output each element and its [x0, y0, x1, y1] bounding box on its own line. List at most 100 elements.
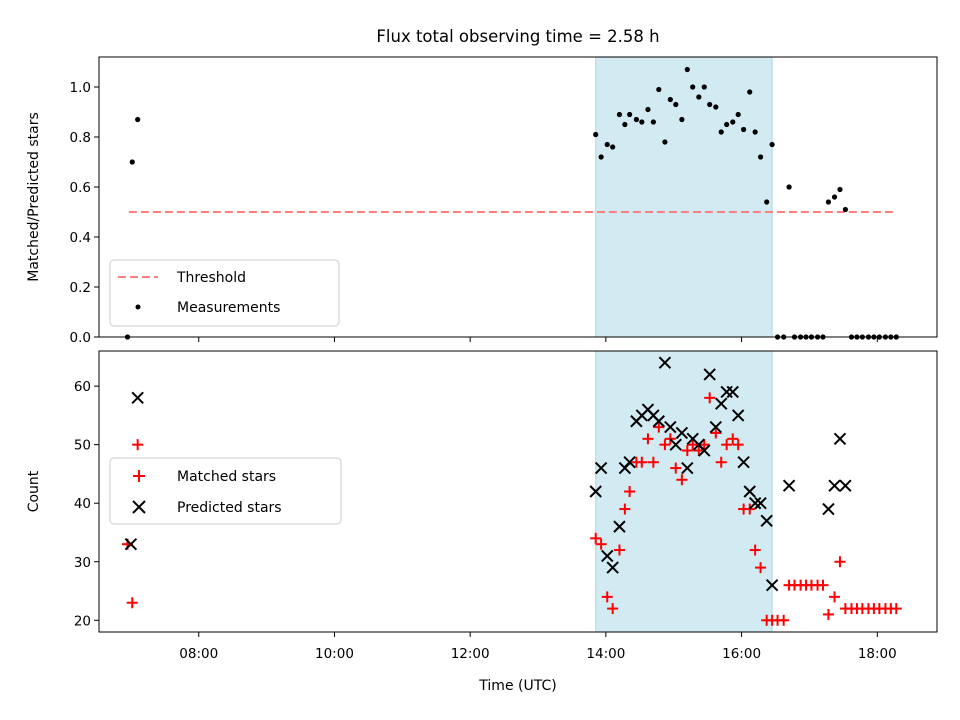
predicted-marker-b [839, 479, 852, 492]
predicted-marker-b [709, 420, 723, 434]
predicted-marker-b [737, 456, 750, 469]
measurement-points [124, 66, 899, 340]
matched-star-point [613, 544, 625, 556]
matched-star-point [126, 597, 138, 609]
predicted-star-point [839, 479, 852, 492]
y-tick-label: 0.2 [70, 280, 91, 296]
predicted-star-point [652, 415, 666, 428]
count-y-axis-label: Count [26, 470, 42, 512]
predicted-marker-b [698, 444, 711, 457]
matched-star-point [607, 603, 619, 615]
predicted-marker-b [782, 479, 796, 492]
y-tick-label: 1.0 [70, 80, 91, 96]
count-legend-box [109, 457, 342, 525]
y-tick-label: 0.8 [70, 130, 91, 146]
measurement-point [645, 106, 651, 113]
predicted-marker-b [658, 356, 672, 369]
x-tick-label: 16:00 [722, 646, 761, 662]
predicted-marker-b [765, 578, 779, 592]
observing-window-shade-bottom [595, 350, 773, 633]
measurement-point [825, 199, 832, 205]
predicted-star-point [669, 438, 682, 451]
predicted-marker-b [606, 561, 619, 574]
matched-star-point [624, 486, 636, 497]
ratio-legend: Threshold Measurements [109, 259, 340, 327]
matched-star-point [732, 439, 744, 451]
measurement-point [735, 111, 741, 118]
measurement-point [701, 84, 707, 90]
y-tick-label: 0.4 [70, 230, 91, 246]
ratio-x-ticks [198, 337, 878, 342]
matched-star-point [749, 544, 761, 556]
count-legend: Matched stars Predicted stars [109, 457, 342, 525]
predicted-star-point [833, 432, 847, 446]
predicted-star-point [681, 461, 694, 475]
predicted-star-point [613, 520, 626, 533]
measurement-point [696, 94, 702, 100]
measurement-point [684, 66, 690, 73]
predicted-marker-b [686, 432, 699, 446]
predicted-marker-b [131, 391, 144, 405]
measurement-point [129, 159, 135, 165]
count-panel: 20 30 40 50 60 08:00 10:00 12:00 14:00 16:00 18:0… [26, 350, 938, 694]
measurement-point [610, 144, 616, 150]
matched-star-point [681, 445, 693, 457]
measurement-point [752, 129, 758, 135]
legend-matched-swatch [133, 470, 145, 482]
measurement-point [622, 121, 628, 128]
measurement-point [786, 184, 792, 190]
x-tick-label: 14:00 [586, 646, 625, 662]
predicted-marker-b [715, 397, 728, 410]
ratio-y-axis-label: Matched/Predicted stars [26, 112, 42, 282]
legend-matched-label: Matched stars [177, 469, 276, 485]
measurement-point [593, 131, 599, 138]
y-tick-label: 60 [74, 379, 91, 395]
matched-star-point [687, 439, 699, 451]
matched-star-point [693, 445, 705, 457]
measurement-point [707, 101, 713, 108]
measurement-point [769, 141, 775, 148]
measurement-point [633, 116, 640, 123]
measurement-point [598, 154, 604, 160]
predicted-marker-b [669, 438, 682, 451]
measurement-point [662, 139, 668, 145]
predicted-star-point [731, 409, 745, 422]
matched-star-point [590, 532, 602, 544]
measurement-point [730, 119, 736, 125]
y-tick-label: 30 [74, 555, 91, 571]
predicted-star-point [703, 368, 716, 381]
count-y-ticks: 20 30 40 50 60 [74, 379, 99, 629]
predicted-marker-b [703, 368, 716, 381]
matched-star-point [704, 392, 716, 404]
predicted-star-point [828, 479, 841, 492]
measurement-point [650, 119, 656, 125]
measurement-point [616, 111, 623, 118]
matched-star-point [834, 556, 846, 568]
measurement-point [135, 116, 141, 123]
matched-star-point [642, 433, 654, 445]
matched-star-point [744, 503, 756, 515]
ratio-y-ticks: 0.0 0.2 0.4 0.6 0.8 1.0 [70, 80, 99, 346]
measurement-point [656, 86, 662, 93]
y-tick-label: 0.6 [70, 180, 91, 196]
predicted-star-point [822, 502, 835, 516]
x-tick-label: 18:00 [858, 646, 897, 662]
predicted-star-point [726, 385, 739, 399]
measurement-point [831, 194, 838, 200]
legend-predicted-label: Predicted stars [177, 500, 282, 516]
ratio-panel-frame [98, 56, 938, 338]
predicted-star-point [743, 485, 756, 498]
predicted-star-point [748, 497, 762, 510]
time-x-ticks: 08:00 10:00 12:00 14:00 16:00 18:00 [179, 632, 897, 662]
predicted-marker-b [124, 537, 138, 551]
measurement-point [757, 154, 764, 160]
predicted-star-point [658, 356, 672, 369]
measurement-point [690, 84, 696, 90]
matched-star-point [659, 439, 671, 451]
predicted-star-point [737, 456, 750, 469]
predicted-marker-b [681, 461, 694, 475]
predicted-star-point [760, 514, 773, 527]
predicted-marker-b [641, 403, 655, 416]
matched-star-point [664, 433, 676, 445]
matched-star-point [636, 456, 648, 468]
